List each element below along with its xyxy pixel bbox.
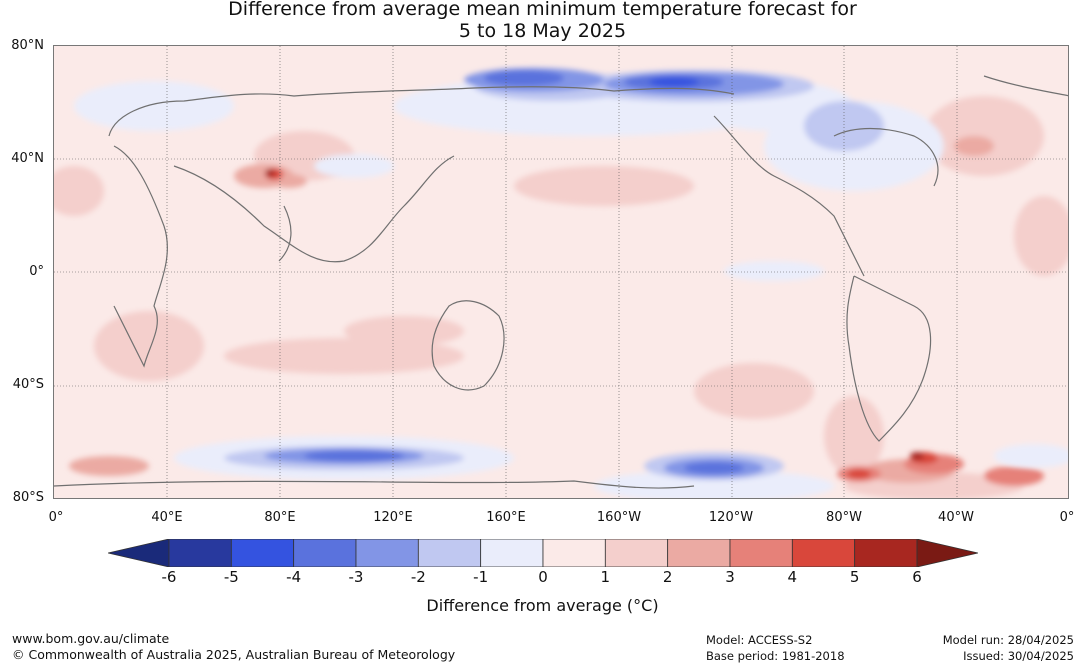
footer-site: www.bom.gov.au/climate — [12, 631, 170, 646]
colorbar-tick-label: 0 — [538, 568, 548, 586]
footer-model: Model: ACCESS-S2 — [706, 633, 813, 647]
lat-label-0: 0° — [29, 264, 44, 279]
colorbar-tick-label: 3 — [725, 568, 735, 586]
lon-label-0-east: 0° — [1059, 510, 1075, 525]
colorbar-cell — [604, 539, 669, 567]
lon-label-0-west: 0° — [48, 510, 64, 525]
colorbar-under-arrow — [108, 539, 170, 567]
colorbar-cell — [854, 539, 918, 567]
colorbar-cell — [667, 539, 731, 567]
lon-label-120w: 120°W — [708, 510, 754, 525]
lon-label-40w: 40°W — [938, 510, 974, 525]
colorbar-cell — [417, 539, 482, 567]
colorbar-tick-label: -5 — [223, 568, 239, 586]
colorbar-tick-label: -1 — [473, 568, 489, 586]
lon-label-40e: 40°E — [151, 510, 183, 525]
lon-label-160e: 160°E — [486, 510, 526, 525]
colorbar — [108, 539, 978, 567]
lon-label-80e: 80°E — [264, 510, 296, 525]
lon-label-160w: 160°W — [596, 510, 642, 525]
map-title-line1: Difference from average mean minimum tem… — [228, 0, 857, 20]
map-title-line2: 5 to 18 May 2025 — [458, 20, 627, 42]
colorbar-over-arrow — [916, 539, 978, 567]
lat-label-40n: 40°N — [11, 151, 44, 166]
footer-issued: Issued: 30/04/2025 — [963, 649, 1074, 663]
colorbar-tick-label: 1 — [600, 568, 611, 586]
colorbar-label: Difference from average (°C) — [426, 596, 659, 615]
colorbar-tick-label: 4 — [787, 568, 798, 586]
lat-label-40s: 40°S — [12, 377, 44, 392]
colorbar-tick-label: 5 — [849, 568, 860, 586]
lon-label-80w: 80°W — [826, 510, 862, 525]
colorbar-tick-label: 2 — [662, 568, 673, 586]
colorbar-cell — [230, 539, 295, 567]
colorbar-tick-label: -2 — [410, 568, 426, 586]
colorbar-tick-label: -6 — [161, 568, 177, 586]
anomaly-map[interactable] — [53, 45, 1069, 499]
colorbar-cells — [168, 539, 918, 567]
colorbar-cell — [791, 539, 856, 567]
colorbar-cell — [729, 539, 793, 567]
colorbar-cell — [542, 539, 606, 567]
footer-copyright: © Commonwealth of Australia 2025, Austra… — [12, 647, 456, 662]
colorbar-cell — [355, 539, 419, 567]
lat-label-80s: 80°S — [12, 490, 44, 505]
lat-label-80n: 80°N — [11, 38, 44, 53]
coastlines — [54, 75, 1068, 489]
footer-base-period: Base period: 1981-2018 — [706, 649, 845, 663]
positive-anomaly-regions — [54, 96, 1068, 498]
lon-label-120e: 120°E — [373, 510, 413, 525]
graticule — [54, 46, 1068, 498]
colorbar-tick-label: -3 — [348, 568, 364, 586]
colorbar-tick-label: 6 — [912, 568, 922, 586]
anomaly-map-svg — [54, 46, 1068, 498]
colorbar-cell — [480, 539, 544, 567]
footer-model-run: Model run: 28/04/2025 — [942, 633, 1074, 647]
colorbar-cell — [293, 539, 357, 567]
colorbar-tick-label: -4 — [286, 568, 302, 586]
colorbar-cell — [168, 539, 232, 567]
negative-anomaly-regions — [74, 68, 1068, 498]
